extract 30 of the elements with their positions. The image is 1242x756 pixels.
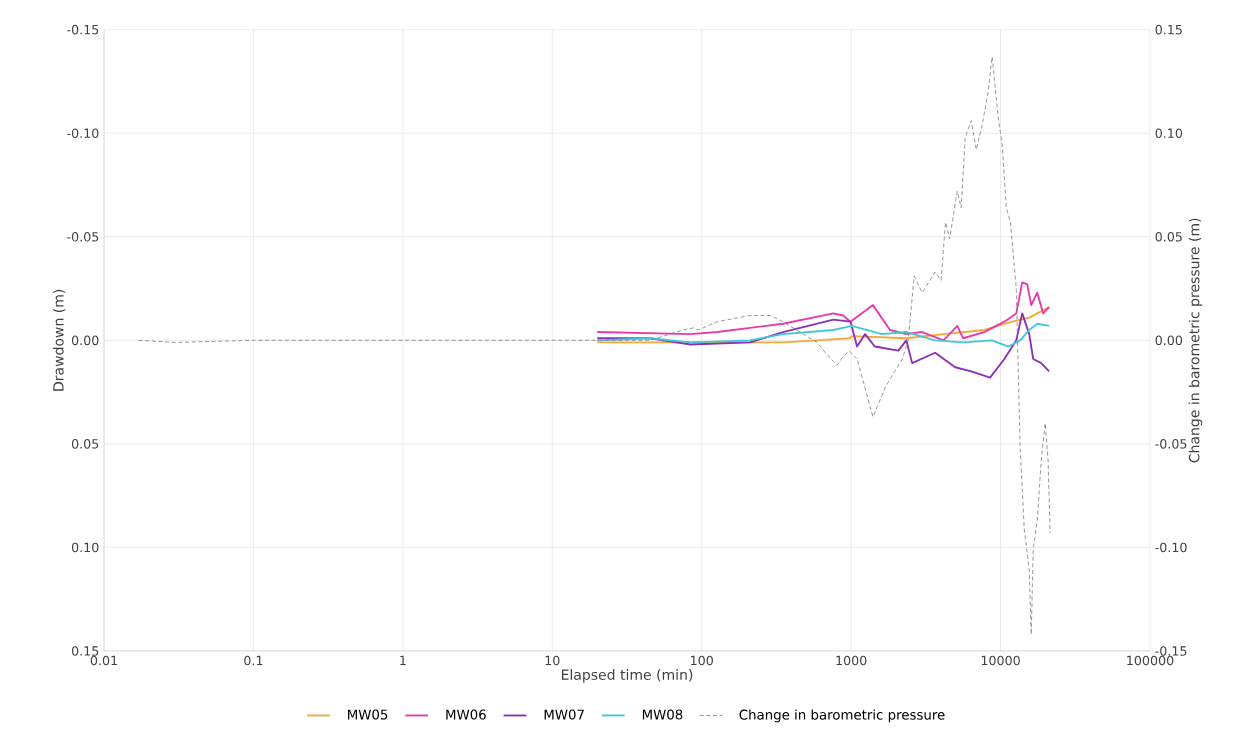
y2-axis-title: Change in barometric pressure (m): [1188, 218, 1203, 463]
y-tick-label: -0.10: [67, 128, 99, 139]
y-tick-label: 0.10: [71, 542, 99, 553]
y2-tick-label: -0.15: [1155, 646, 1187, 656]
y2-tick-label: 0.10: [1155, 128, 1183, 139]
legend-label: MW06: [446, 709, 486, 720]
legend-label: MW05: [348, 709, 388, 720]
x-tick-label: 1000: [836, 655, 867, 666]
x-tick-label: 100: [691, 655, 713, 666]
y-tick-label: 0.15: [71, 646, 99, 656]
x-tick-label: 10: [545, 655, 560, 666]
x-tick-label: 0.1: [244, 655, 263, 666]
x-tick-label: 10000: [981, 655, 1020, 666]
legend-label: MW07: [544, 709, 584, 720]
x-tick-label: 0.01: [90, 655, 117, 666]
x-tick-label: 1: [400, 655, 406, 665]
legend-label: Change in barometric pressure: [739, 709, 945, 723]
y2-tick-label: 0.05: [1155, 231, 1182, 242]
y-tick-label: -0.05: [67, 231, 99, 242]
y2-tick-label: -0.05: [1155, 439, 1187, 449]
y-tick-label: 0.00: [71, 335, 99, 346]
y-tick-label: -0.15: [67, 24, 99, 35]
y2-tick-label: 0.15: [1155, 24, 1182, 35]
y2-tick-label: -0.10: [1155, 542, 1187, 553]
y-axis-title: Drawdown (m): [52, 289, 66, 391]
legend-label: MW08: [642, 709, 683, 720]
y-tick-label: 0.05: [71, 439, 99, 449]
y2-tick-label: 0.00: [1155, 335, 1183, 346]
x-axis-title: Elapsed time (min): [561, 669, 693, 683]
x-tick-label: 100000: [1127, 655, 1174, 666]
